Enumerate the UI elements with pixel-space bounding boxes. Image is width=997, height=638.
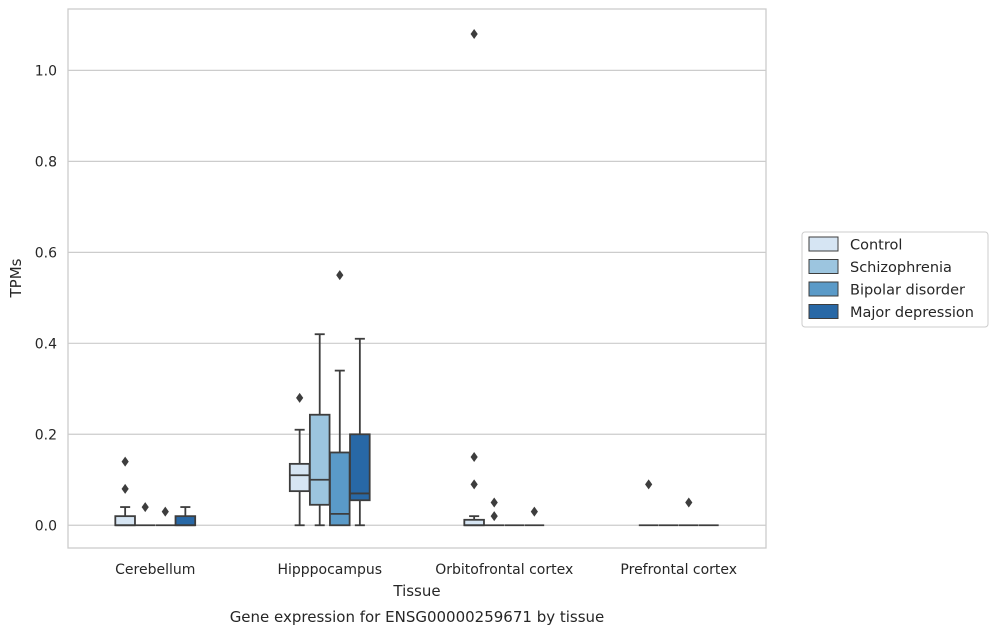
x-tick-label: Cerebellum [115, 562, 195, 578]
box-major-depression [524, 506, 545, 527]
x-axis-label: Tissue [392, 582, 440, 600]
outlier-point [161, 506, 169, 517]
outlier-point [336, 270, 344, 281]
y-tick-label: 0.2 [35, 427, 57, 443]
legend-swatch [808, 236, 839, 252]
box-major-depression [174, 506, 197, 527]
outlier-point [645, 479, 653, 490]
plot-frame [67, 8, 767, 549]
y-tick-labels: 0.0 0.2 0.4 0.6 0.8 1.0 [35, 63, 57, 534]
box-bipolar-disorder [155, 506, 176, 527]
legend-swatch [808, 259, 839, 274]
legend-swatch [808, 281, 839, 297]
legend-label: Schizophrenia [850, 260, 952, 276]
box-iqr [114, 515, 136, 527]
outlier-point [490, 497, 498, 508]
box-control [114, 456, 136, 527]
figure-caption: Gene expression for ENSG00000259671 by t… [230, 608, 605, 626]
y-axis-label: TPMs [7, 258, 25, 298]
y-tick-label: 1.0 [35, 63, 57, 79]
box-control [638, 479, 659, 527]
plot-area [68, 9, 766, 548]
box-schizophrenia [308, 333, 331, 527]
y-tick-label: 0.8 [35, 154, 57, 170]
y-tick-label: 0.0 [35, 518, 57, 534]
outlier-point [470, 479, 478, 490]
x-tick-label: Orbitofrontal cortex [435, 562, 573, 578]
legend-label: Bipolar disorder [850, 283, 965, 299]
box-bipolar-disorder [678, 497, 699, 527]
legend-swatch [808, 304, 839, 319]
box-control [463, 29, 485, 527]
outlier-point [685, 497, 693, 508]
y-tick-label: 0.6 [35, 245, 57, 261]
box-iqr [349, 433, 371, 502]
box-series [114, 29, 719, 527]
legend: Control Schizophrenia Bipolar disorder Majo… [801, 231, 989, 328]
x-tick-label: Hipppocampus [277, 562, 382, 578]
outlier-point [141, 502, 149, 513]
box-major-depression [349, 337, 371, 527]
y-tick-label: 0.4 [35, 336, 57, 352]
outlier-point [490, 511, 498, 522]
outlier-point [121, 456, 129, 467]
x-tick-label: Prefrontal cortex [620, 562, 737, 578]
legend-label: Major depression [850, 305, 974, 321]
legend-frame [801, 231, 989, 328]
outlier-point [296, 392, 304, 403]
box-schizophrenia [484, 497, 505, 527]
box-schizophrenia [135, 502, 156, 527]
outlier-point [470, 29, 478, 40]
outlier-point [470, 452, 478, 463]
legend-label: Control [850, 238, 902, 254]
box-iqr [174, 515, 197, 527]
box-iqr [308, 413, 331, 506]
outlier-point [121, 483, 129, 494]
outlier-point [530, 506, 538, 517]
box-iqr [288, 462, 311, 493]
x-tick-labels: Cerebellum Hipppocampus Orbitofrontal cort… [115, 562, 737, 578]
